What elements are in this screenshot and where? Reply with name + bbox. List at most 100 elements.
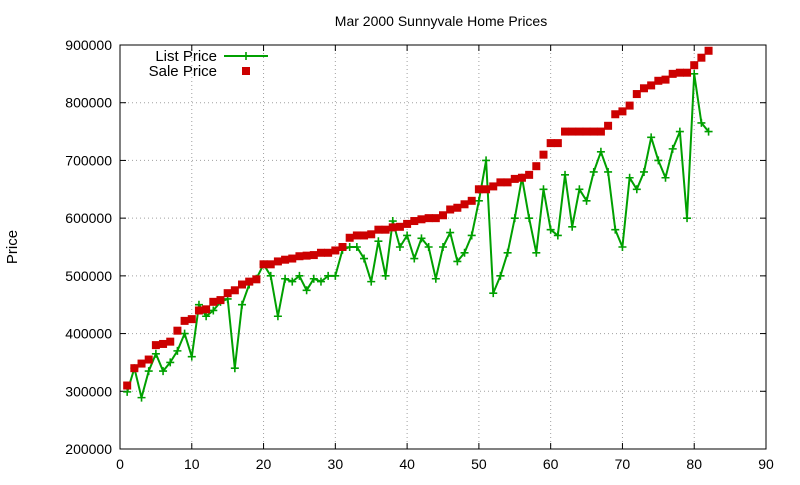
sale-price-point xyxy=(223,289,232,298)
sale-price-point xyxy=(202,305,211,314)
sale-price-point xyxy=(604,121,613,130)
list-price-point xyxy=(467,231,476,240)
x-tick-label: 60 xyxy=(543,456,559,472)
legend-marker-sale-price xyxy=(242,67,250,75)
sale-price-point xyxy=(589,127,598,136)
grid xyxy=(120,45,766,449)
sale-price-point xyxy=(654,76,663,85)
sale-price-point xyxy=(661,75,670,84)
sale-price-point xyxy=(381,225,390,234)
list-price-point xyxy=(403,231,412,240)
list-price-point xyxy=(331,271,340,280)
x-tick-label: 40 xyxy=(399,456,415,472)
sale-price-point xyxy=(517,173,526,182)
list-price-point xyxy=(144,367,153,376)
sale-price-point xyxy=(697,53,706,62)
sale-price-point xyxy=(525,170,534,179)
x-tick-label: 70 xyxy=(615,456,631,472)
list-price-point xyxy=(582,196,591,205)
sale-price-point xyxy=(596,127,605,136)
list-price-point xyxy=(596,147,605,156)
sale-price-point xyxy=(683,68,692,77)
list-price-point xyxy=(525,214,534,223)
list-price-point xyxy=(568,222,577,231)
sale-price-point xyxy=(173,326,182,335)
list-price-point xyxy=(238,300,247,309)
list-price-point xyxy=(159,367,168,376)
list-price-point xyxy=(360,254,369,263)
list-price-point xyxy=(295,271,304,280)
list-price-point xyxy=(202,312,211,321)
list-price-point xyxy=(503,248,512,257)
sale-price-point xyxy=(439,211,447,220)
sale-price-point xyxy=(130,364,139,373)
sale-price-point xyxy=(302,251,311,260)
list-price-point xyxy=(273,312,282,321)
list-price-point xyxy=(683,214,692,223)
list-price-point xyxy=(173,346,182,355)
sale-price-point xyxy=(388,223,397,232)
sale-price-point xyxy=(496,178,505,187)
sale-price-point xyxy=(639,84,648,93)
plot-frame xyxy=(119,44,767,450)
sale-price-point xyxy=(539,150,548,159)
list-price-point xyxy=(690,69,699,78)
sale-price-point xyxy=(331,246,340,255)
y-tick-label: 500000 xyxy=(65,268,112,284)
sale-price-point xyxy=(259,260,268,269)
sale-price-point xyxy=(345,233,354,242)
list-price-point xyxy=(474,196,483,205)
sale-price-point xyxy=(374,225,383,234)
list-price-point xyxy=(611,225,620,234)
sale-price-point xyxy=(194,306,203,315)
list-price-point xyxy=(166,358,175,367)
sale-price-point xyxy=(252,275,261,284)
series-layer xyxy=(123,46,713,402)
sale-price-point xyxy=(561,127,570,136)
x-tick-label: 90 xyxy=(758,456,774,472)
sale-price-point xyxy=(403,219,412,228)
legend-marker-list-price xyxy=(242,52,250,60)
sale-price-point xyxy=(460,200,469,209)
sale-price-point xyxy=(216,296,225,305)
list-price-point xyxy=(439,243,447,251)
list-price-point xyxy=(675,127,684,136)
list-price-point xyxy=(187,352,196,361)
list-price-point xyxy=(281,274,290,283)
sale-price-point xyxy=(467,196,476,205)
list-price-point xyxy=(367,277,376,286)
sale-price-point xyxy=(367,230,376,239)
x-tick-label: 10 xyxy=(184,456,200,472)
sale-price-point xyxy=(295,252,304,261)
list-price-point xyxy=(352,243,361,251)
x-tick-label: 50 xyxy=(471,456,487,472)
sale-price-point xyxy=(316,248,325,257)
list-price-point xyxy=(410,254,419,263)
list-price-point xyxy=(316,277,325,286)
sale-price-point xyxy=(632,90,641,99)
list-price-point xyxy=(639,167,648,176)
sale-price-point xyxy=(352,231,361,240)
list-price-point xyxy=(431,274,440,283)
sale-price-point xyxy=(144,355,153,364)
list-price-point xyxy=(266,271,275,280)
sale-price-point xyxy=(625,101,634,110)
sale-price-point xyxy=(489,182,498,191)
list-price-point xyxy=(424,243,433,251)
sale-price-point xyxy=(137,359,146,368)
list-price-point xyxy=(632,185,641,194)
list-price-point xyxy=(604,167,613,176)
list-price-point xyxy=(647,133,656,142)
list-price-point xyxy=(446,228,455,237)
y-tick-label: 400000 xyxy=(65,326,112,342)
sale-price-point xyxy=(431,214,440,223)
sale-price-point xyxy=(245,277,254,286)
sale-price-point xyxy=(446,205,455,214)
list-price-point xyxy=(539,185,548,194)
sale-price-point xyxy=(611,110,620,119)
list-price-point xyxy=(453,257,462,266)
y-tick-label: 600000 xyxy=(65,210,112,226)
list-price-point xyxy=(704,127,713,136)
y-tick-label: 300000 xyxy=(65,383,112,399)
